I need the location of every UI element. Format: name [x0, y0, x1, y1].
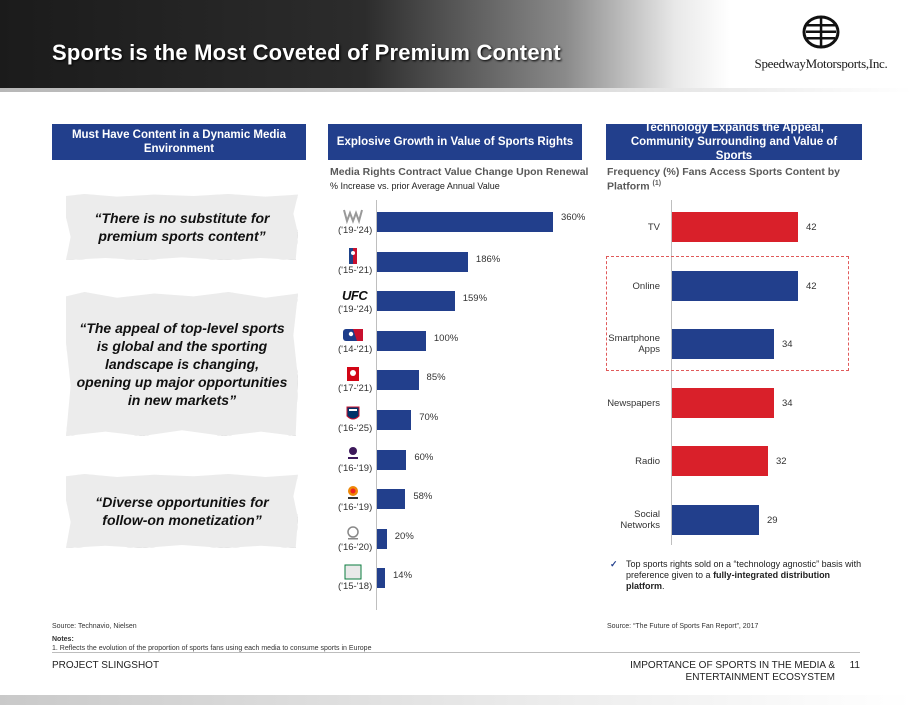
notes-item-1: 1. Reflects the evolution of the proport… [52, 645, 372, 652]
right-bar [672, 446, 768, 476]
notes-title: Notes: [52, 636, 74, 643]
right-bar-value-label: 32 [776, 456, 787, 467]
mid-bar [377, 568, 385, 589]
right-bar-category-label: Radio [635, 456, 660, 467]
mid-bar-category-label: ('15-'21) [338, 264, 373, 276]
ufc-logo-icon: UFC [342, 288, 368, 304]
company-logo: SpeedwayMotorsports,Inc. [746, 14, 896, 80]
mid-bar-category-label: ('16-'20) [338, 541, 373, 553]
table-row: ('16-'20) 20% [330, 525, 590, 563]
right-bar [672, 504, 759, 535]
mlb-logo-icon [342, 327, 364, 343]
ligue1-logo-icon [342, 525, 364, 541]
header-band [0, 0, 912, 92]
wheel-icon [802, 15, 840, 49]
mid-bar [377, 489, 406, 510]
mid-bar [377, 528, 387, 549]
right-bar-value-label: 42 [806, 222, 817, 233]
table-row: ('16-'25) 70% [330, 406, 590, 444]
table-row: UFC ('19-'24) 159% [330, 287, 590, 325]
mid-bar-value-label: 14% [393, 570, 413, 582]
table-row: ('15-'21) 186% [330, 247, 590, 286]
right-column-header: Technology Expands the Appeal, Community… [606, 122, 862, 162]
mid-bar-category-label: ('14-'21) [338, 343, 373, 355]
mid-bar-category-label: ('15-'18) [338, 581, 373, 593]
mid-bar [377, 370, 419, 391]
checkmark-icon: ✓ [610, 559, 618, 569]
right-chart-title: Frequency (%) Fans Access Sports Content… [607, 166, 840, 193]
logo-text: SpeedwayMotorsports,Inc. [754, 56, 888, 71]
table-row: ('16-'19) 58% [330, 485, 590, 523]
premier-league-logo-icon [342, 446, 364, 462]
mid-bar-value-label: 70% [419, 412, 439, 423]
serie-a-logo-icon [342, 564, 364, 580]
right-bar [672, 329, 774, 359]
mid-chart-subtitle: Media Rights Contract Value Change Upon … [330, 166, 589, 178]
mid-bar-value-label: 159% [462, 293, 488, 305]
right-chart-axis [671, 200, 672, 545]
mid-bar [377, 449, 407, 470]
mid-bar-category-label: ('16-'19) [338, 462, 373, 474]
wwe-logo-icon [342, 208, 364, 225]
table-row: ('19-'24) 360% [330, 208, 590, 246]
right-bar [672, 270, 798, 301]
mid-bar-category-label: ('16-'19) [338, 502, 373, 514]
mid-bar-category-label: ('17-'21) [338, 383, 373, 395]
mid-bar-category-label: ('16-'25) [338, 423, 373, 434]
right-bar-category-label: Smartphone Apps [608, 333, 660, 355]
right-bar [672, 212, 798, 242]
header-stripe [0, 88, 912, 92]
nfl-logo-icon [342, 406, 364, 422]
source-right: Source: “The Future of Sports Fan Report… [607, 623, 759, 630]
table-row: ('16-'19) 60% [330, 446, 590, 484]
mid-bar-value-label: 360% [561, 212, 586, 223]
check-note: ✓ Top sports rights sold on a “technolog… [610, 559, 862, 591]
quote-card-1: “There is no substitute for premium spor… [66, 194, 298, 260]
notes: Notes: 1. Reflects the evolution of the … [52, 635, 371, 653]
mid-bar [377, 410, 412, 430]
mid-bar-category-label: ('19-'24) [338, 225, 373, 236]
right-bar-value-label: 34 [782, 397, 793, 409]
table-row: ('17-'21) 85% [330, 366, 590, 404]
mid-bar-value-label: 85% [426, 372, 446, 384]
nba-logo-icon [342, 247, 364, 264]
right-bar-category-label: TV [647, 222, 660, 233]
footer-project-name: PROJECT SLINGSHOT [52, 660, 160, 671]
source-left: Source: Technavio, Nielsen [52, 623, 137, 630]
mid-bar-value-label: 20% [394, 530, 414, 542]
table-row: ('15-'18) 14% [330, 564, 590, 602]
mid-chart-axis [376, 200, 377, 610]
table-row: ('14-'21) 100% [330, 327, 590, 365]
right-bar-value-label: 42 [806, 280, 817, 292]
laliga-logo-icon [342, 485, 364, 501]
mid-bar-value-label: 60% [414, 451, 434, 463]
mid-chart-note: % Increase vs. prior Average Annual Valu… [330, 181, 500, 191]
mid-bar [377, 330, 426, 351]
mid-bar [377, 291, 455, 312]
mid-bar-category-label: ('19-'24) [338, 304, 373, 316]
mid-bar [377, 212, 553, 232]
mid-bar-value-label: 58% [413, 491, 433, 503]
page-title: Sports is the Most Coveted of Premium Co… [52, 40, 561, 65]
right-bar-category-label: Online [632, 280, 660, 292]
quote-card-3: “Diverse opportunities for follow-on mon… [66, 474, 298, 548]
bottom-band [0, 695, 912, 705]
right-bar [672, 387, 774, 418]
right-bar-category-label: Newspapers [607, 397, 660, 409]
mid-bar-value-label: 186% [475, 253, 501, 265]
bundesliga-logo-icon [342, 366, 364, 382]
highlight-box [606, 256, 849, 371]
quote-card-2: “The appeal of top-level sports is globa… [66, 292, 298, 436]
page-number: 11 [849, 660, 860, 671]
footer-divider [52, 652, 860, 653]
footer-section-title: IMPORTANCE OF SPORTS IN THE MEDIA & ENTE… [630, 660, 835, 683]
right-bar-value-label: 29 [767, 514, 778, 526]
middle-column-header: Explosive Growth in Value of Sports Righ… [328, 124, 582, 160]
mid-bar [377, 251, 468, 272]
right-bar-category-label: Social Networks [620, 508, 660, 531]
right-bar-value-label: 34 [782, 339, 793, 350]
mid-bar-value-label: 100% [433, 332, 459, 344]
left-column-header: Must Have Content in a Dynamic Media Env… [52, 124, 306, 160]
